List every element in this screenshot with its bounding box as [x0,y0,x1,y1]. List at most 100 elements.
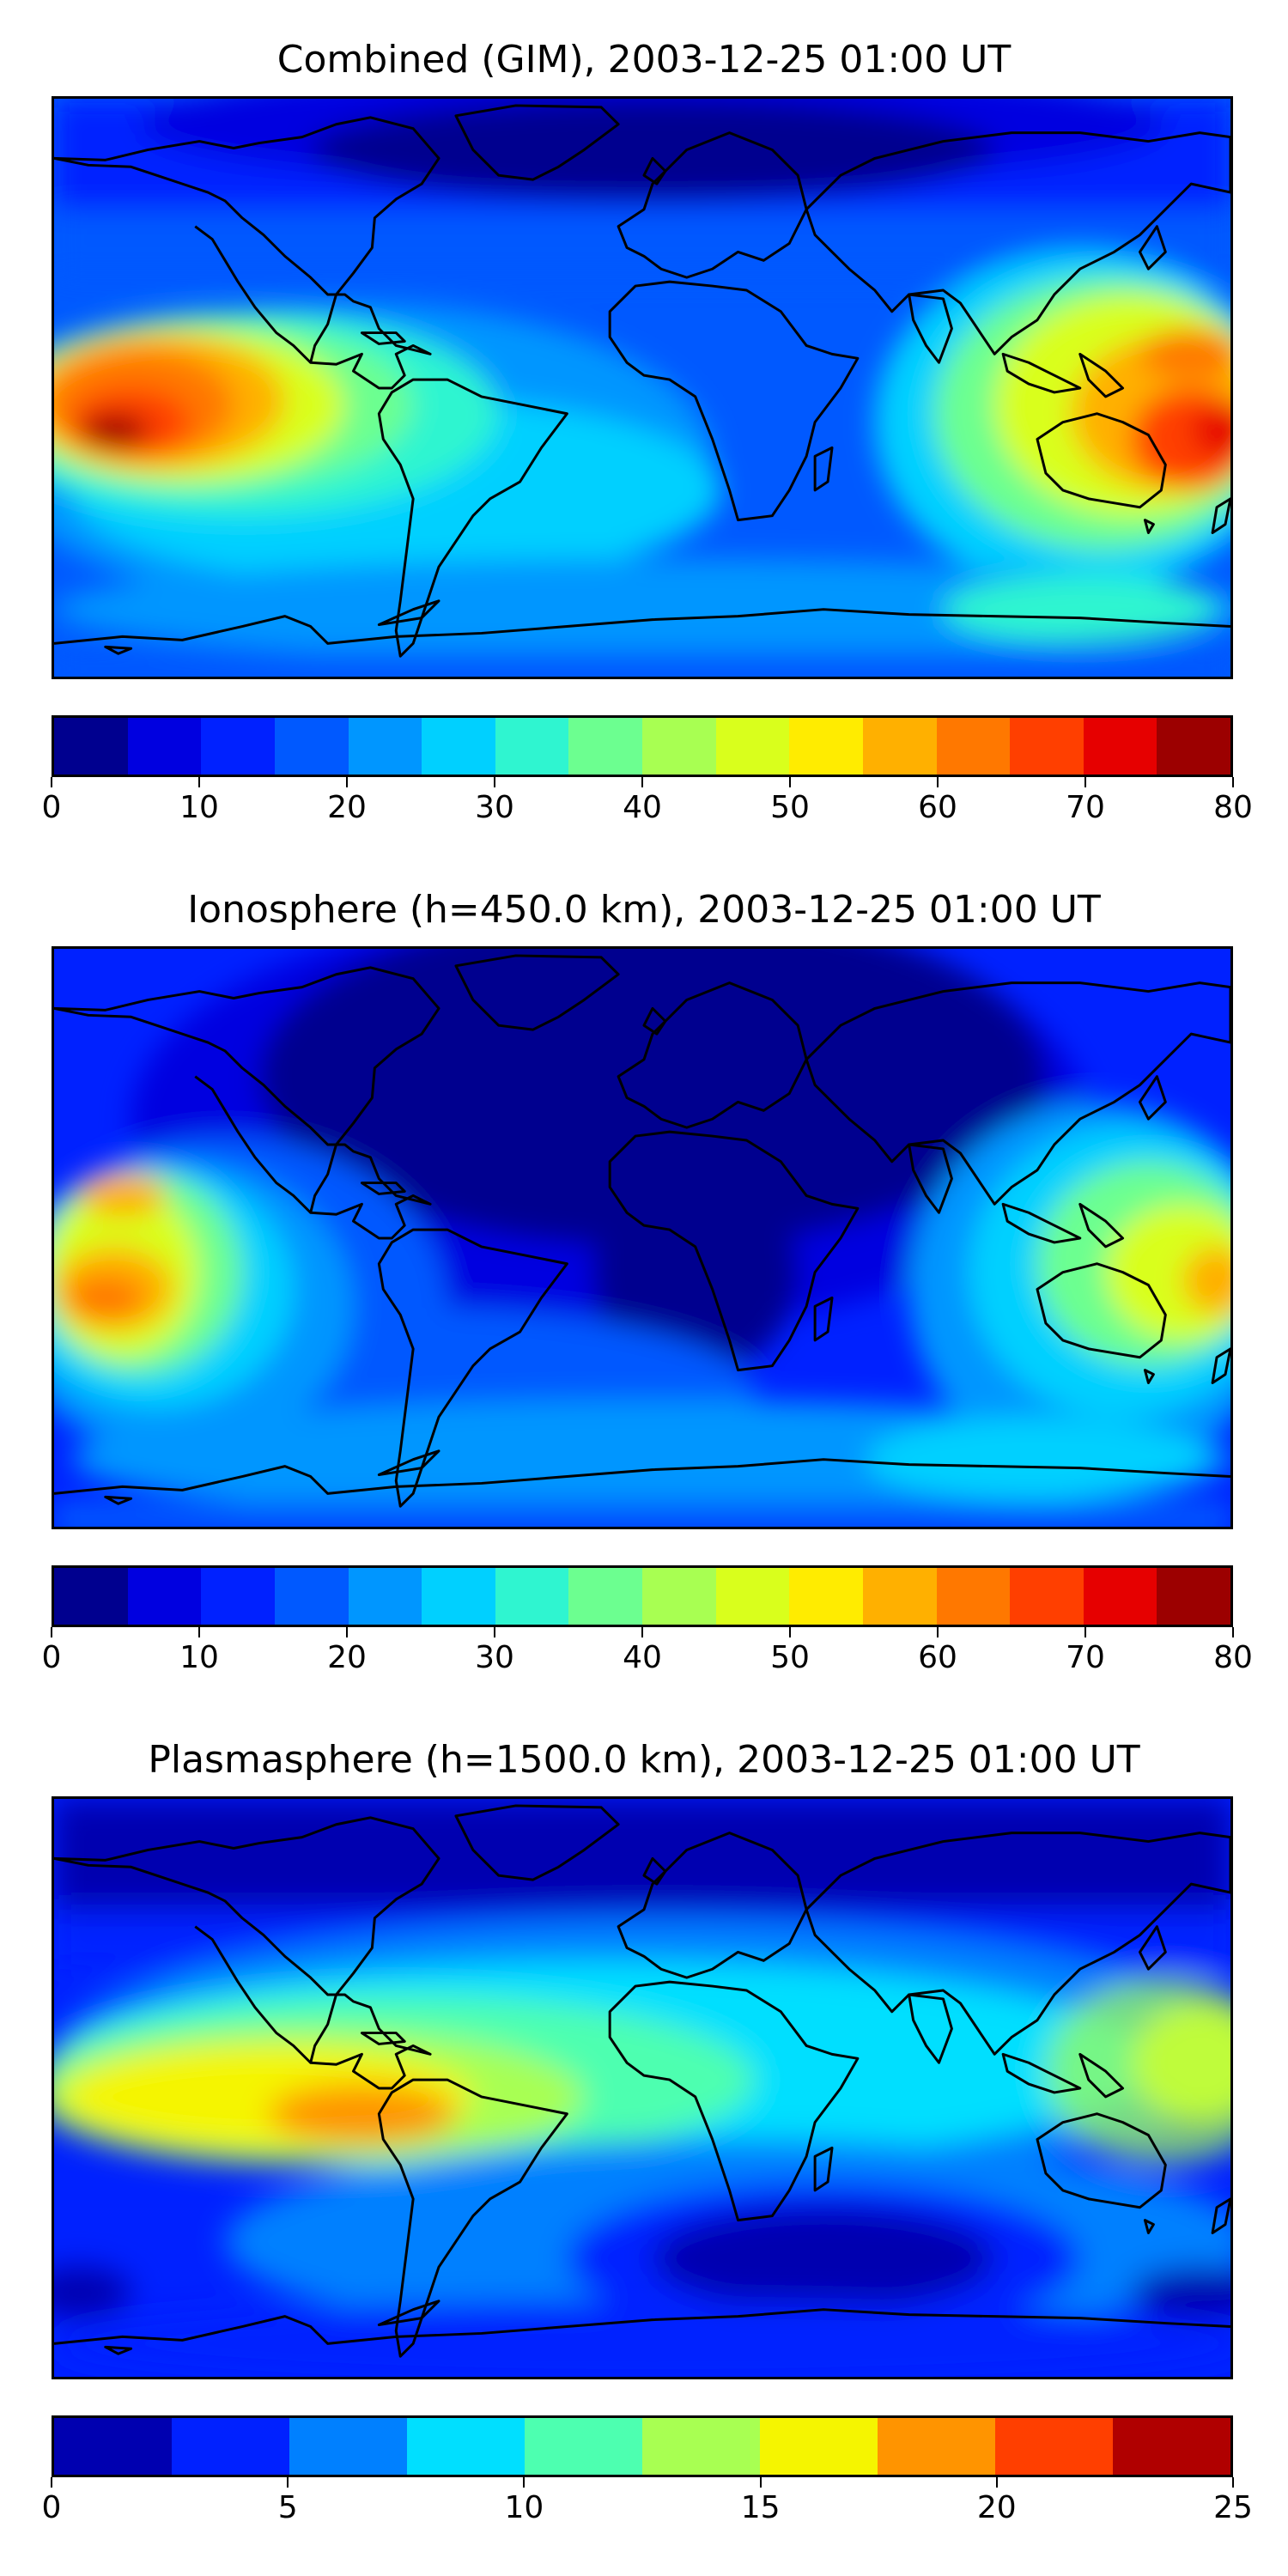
tick-label: 70 [1066,1640,1105,1675]
tick-mark [1232,777,1234,787]
colorbar-segment [715,1568,790,1625]
tick-mark [1232,1627,1234,1637]
tick-label: 30 [475,1640,514,1675]
colorbar-segment [289,2418,407,2475]
colorbar-segment [789,718,863,775]
colorbar-ticks-plasmasphere: 0 5 10 15 20 25 [42,2477,1253,2529]
tick-mark [198,777,200,787]
colorbar-segment [201,1568,275,1625]
panel-title-combined: Combined (GIM), 2003-12-25 01:00 UT [276,38,1012,82]
colorbar-ticks-ionosphere: 0 10 20 30 40 50 60 70 80 [42,1627,1253,1679]
tick-label: 70 [1066,790,1105,825]
colorbar-segment [862,1568,937,1625]
tick-mark [937,777,939,787]
tick-mark [287,2477,289,2488]
tick-label: 20 [327,790,367,825]
tick-mark [1084,1627,1086,1637]
colorbar-ticks-combined: 0 10 20 30 40 50 60 70 80 [42,777,1253,829]
panel-title-plasmasphere: Plasmasphere (h=1500.0 km), 2003-12-25 0… [148,1738,1140,1782]
colorbar-segment [348,718,422,775]
colorbar-segment [1083,718,1157,775]
tick-mark [198,1627,200,1637]
colorbar-segment [422,718,495,775]
colorbar-plasmasphere [52,2415,1233,2477]
tick-label: 10 [504,2490,544,2525]
tick-mark [51,2477,52,2488]
colorbar-segment [642,718,716,775]
tick-mark [641,1627,643,1637]
colorbar-segment [1157,1568,1230,1625]
tick-label: 5 [277,2490,298,2525]
tick-label: 30 [475,790,514,825]
tick-label: 10 [179,790,219,825]
tick-label: 15 [740,2490,781,2525]
colorbar-segment [172,2418,289,2475]
colorbar-segment [274,1568,349,1625]
panel-title-ionosphere: Ionosphere (h=450.0 km), 2003-12-25 01:0… [187,888,1101,932]
colorbar-segment [201,718,275,775]
colorbar-segment [495,1568,569,1625]
colorbar-segment [54,718,128,775]
tick-mark [789,1627,791,1637]
colorbar-segment [127,718,202,775]
tick-mark [759,2477,762,2488]
tick-mark [51,777,52,787]
colorbar-segment [568,718,642,775]
colorbar-segment [642,1568,716,1625]
colorbar-segment [495,718,569,775]
tick-mark [995,2477,998,2488]
map-plasmasphere [52,1796,1233,2379]
tick-mark [494,1627,495,1637]
colorbar-segment [789,1568,863,1625]
colorbar-segment [54,1568,128,1625]
colorbar-segment [1113,2418,1230,2475]
colorbar-combined [52,715,1233,777]
colorbar-segment [1157,718,1230,775]
tick-label: 80 [1213,1640,1253,1675]
colorbar-segment [1010,1568,1084,1625]
tick-mark [1232,2477,1234,2488]
tick-mark [641,777,643,787]
tick-label: 0 [41,790,62,825]
tick-label: 10 [179,1640,219,1675]
tick-label: 0 [41,1640,62,1675]
tick-label: 40 [623,1640,662,1675]
colorbar-segment [274,718,349,775]
tick-mark [789,777,791,787]
tick-mark [346,777,348,787]
colorbar-segment [995,2418,1113,2475]
tick-mark [346,1627,348,1637]
tick-label: 60 [918,790,957,825]
map-combined [52,96,1233,679]
colorbar-segment [862,718,937,775]
colorbar-segment [407,2418,525,2475]
tick-label: 60 [918,1640,957,1675]
colorbar-segment [127,1568,202,1625]
tick-mark [494,777,495,787]
colorbar-segment [760,2418,878,2475]
tick-label: 50 [770,790,810,825]
colorbar-segment [1010,718,1084,775]
colorbar-segment [878,2418,995,2475]
tick-mark [523,2477,526,2488]
colorbar-segment [715,718,790,775]
colorbar-segment [348,1568,422,1625]
colorbar-ionosphere [52,1565,1233,1627]
tick-label: 0 [41,2490,62,2525]
tick-mark [51,1627,52,1637]
tick-label: 20 [327,1640,367,1675]
tick-label: 20 [976,2490,1017,2525]
tick-label: 80 [1213,790,1253,825]
tick-mark [1084,777,1086,787]
tick-label: 40 [623,790,662,825]
colorbar-segment [568,1568,642,1625]
colorbar-segment [936,1568,1011,1625]
colorbar-segment [642,2418,760,2475]
tick-label: 25 [1213,2490,1253,2525]
map-ionosphere [52,946,1233,1529]
tick-mark [937,1627,939,1637]
tick-label: 50 [770,1640,810,1675]
colorbar-segment [525,2418,642,2475]
colorbar-segment [936,718,1011,775]
colorbar-segment [1083,1568,1157,1625]
